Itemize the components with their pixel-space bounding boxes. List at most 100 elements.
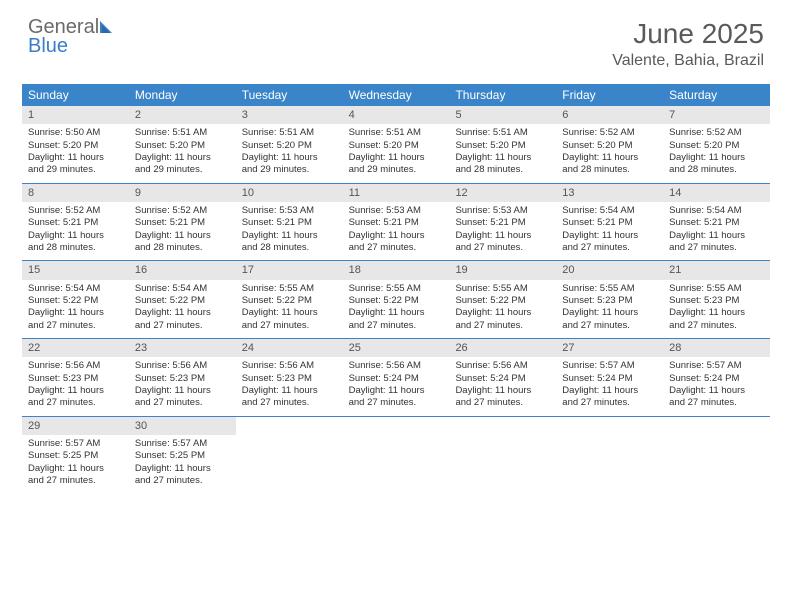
day-line-d2: and 27 minutes. [28,475,123,487]
day-number: 5 [449,106,556,124]
day-number: 29 [22,417,129,435]
day-line-d1: Daylight: 11 hours [242,230,337,242]
day-line-sr: Sunrise: 5:56 AM [242,360,337,372]
day-line-sr: Sunrise: 5:51 AM [455,127,550,139]
day-body: Sunrise: 5:53 AMSunset: 5:21 PMDaylight:… [343,205,450,254]
day-line-d1: Daylight: 11 hours [135,463,230,475]
day-body: Sunrise: 5:56 AMSunset: 5:24 PMDaylight:… [343,360,450,409]
day-cell: 3Sunrise: 5:51 AMSunset: 5:20 PMDaylight… [236,106,343,183]
day-body: Sunrise: 5:57 AMSunset: 5:24 PMDaylight:… [556,360,663,409]
day-line-ss: Sunset: 5:22 PM [349,295,444,307]
day-line-d1: Daylight: 11 hours [349,385,444,397]
day-line-d1: Daylight: 11 hours [135,230,230,242]
day-body: Sunrise: 5:57 AMSunset: 5:24 PMDaylight:… [663,360,770,409]
day-number: 8 [22,184,129,202]
day-cell: 10 Sunrise: 5:53 AMSunset: 5:21 PMDayligh… [236,184,343,261]
day-cell: 29Sunrise: 5:57 AMSunset: 5:25 PMDayligh… [22,417,129,494]
day-line-d1: Daylight: 11 hours [28,385,123,397]
day-line-d2: and 27 minutes. [242,397,337,409]
day-body: Sunrise: 5:51 AMSunset: 5:20 PMDaylight:… [343,127,450,176]
day-number: 24 [236,339,343,357]
day-cell: 5Sunrise: 5:51 AMSunset: 5:20 PMDaylight… [449,106,556,183]
day-body: Sunrise: 5:56 AMSunset: 5:23 PMDaylight:… [129,360,236,409]
day-line-sr: Sunrise: 5:51 AM [135,127,230,139]
day-cell: 24Sunrise: 5:56 AMSunset: 5:23 PMDayligh… [236,339,343,416]
day-line-d2: and 27 minutes. [349,320,444,332]
day-cell: 18Sunrise: 5:55 AMSunset: 5:22 PMDayligh… [343,261,450,338]
day-line-ss: Sunset: 5:20 PM [455,140,550,152]
day-line-sr: Sunrise: 5:57 AM [669,360,764,372]
day-line-sr: Sunrise: 5:55 AM [455,283,550,295]
logo-text: General Blue [28,18,117,55]
day-number: 10 [236,184,343,202]
day-line-sr: Sunrise: 5:57 AM [135,438,230,450]
day-number: 30 [129,417,236,435]
weekday-label: Sunday [22,84,129,106]
day-line-d1: Daylight: 11 hours [562,230,657,242]
day-number: 16 [129,261,236,279]
week-row: 15Sunrise: 5:54 AMSunset: 5:22 PMDayligh… [22,261,770,339]
day-line-d2: and 27 minutes. [28,397,123,409]
logo: General Blue [28,18,117,55]
day-line-sr: Sunrise: 5:54 AM [669,205,764,217]
day-line-sr: Sunrise: 5:53 AM [349,205,444,217]
day-line-d2: and 27 minutes. [669,320,764,332]
empty-cell [556,417,663,494]
day-line-ss: Sunset: 5:21 PM [135,217,230,229]
day-number: 4 [343,106,450,124]
day-line-sr: Sunrise: 5:54 AM [562,205,657,217]
day-line-ss: Sunset: 5:20 PM [669,140,764,152]
day-line-d1: Daylight: 11 hours [669,152,764,164]
day-line-ss: Sunset: 5:24 PM [669,373,764,385]
day-line-ss: Sunset: 5:21 PM [28,217,123,229]
day-line-d1: Daylight: 11 hours [242,152,337,164]
day-cell: 28Sunrise: 5:57 AMSunset: 5:24 PMDayligh… [663,339,770,416]
day-cell: 13Sunrise: 5:54 AMSunset: 5:21 PMDayligh… [556,184,663,261]
day-line-ss: Sunset: 5:22 PM [135,295,230,307]
day-line-ss: Sunset: 5:20 PM [349,140,444,152]
day-line-ss: Sunset: 5:24 PM [349,373,444,385]
day-line-sr: Sunrise: 5:54 AM [135,283,230,295]
day-line-ss: Sunset: 5:23 PM [28,373,123,385]
day-cell: 27Sunrise: 5:57 AMSunset: 5:24 PMDayligh… [556,339,663,416]
day-body: Sunrise: 5:53 AMSunset: 5:21 PMDaylight:… [236,205,343,254]
day-line-d1: Daylight: 11 hours [135,152,230,164]
day-body: Sunrise: 5:56 AMSunset: 5:23 PMDaylight:… [22,360,129,409]
day-body: Sunrise: 5:55 AMSunset: 5:22 PMDaylight:… [236,283,343,332]
day-line-d2: and 27 minutes. [455,320,550,332]
day-line-sr: Sunrise: 5:56 AM [28,360,123,372]
day-cell: 4 Sunrise: 5:51 AMSunset: 5:20 PMDaylight… [343,106,450,183]
day-line-ss: Sunset: 5:21 PM [562,217,657,229]
day-line-d1: Daylight: 11 hours [28,463,123,475]
week-row: 22Sunrise: 5:56 AMSunset: 5:23 PMDayligh… [22,339,770,417]
day-line-d1: Daylight: 11 hours [562,152,657,164]
day-line-d2: and 27 minutes. [349,242,444,254]
day-line-d2: and 28 minutes. [669,164,764,176]
day-line-sr: Sunrise: 5:56 AM [135,360,230,372]
day-line-d2: and 29 minutes. [349,164,444,176]
day-line-d1: Daylight: 11 hours [562,385,657,397]
day-number: 21 [663,261,770,279]
day-body: Sunrise: 5:55 AMSunset: 5:23 PMDaylight:… [663,283,770,332]
day-line-d1: Daylight: 11 hours [455,307,550,319]
title-block: June 2025 Valente, Bahia, Brazil [612,18,764,70]
day-line-sr: Sunrise: 5:52 AM [135,205,230,217]
day-cell: 12Sunrise: 5:53 AMSunset: 5:21 PMDayligh… [449,184,556,261]
day-line-d2: and 28 minutes. [135,242,230,254]
day-line-d1: Daylight: 11 hours [135,385,230,397]
weekday-label: Monday [129,84,236,106]
location: Valente, Bahia, Brazil [612,52,764,70]
day-number: 1 [22,106,129,124]
day-line-sr: Sunrise: 5:51 AM [242,127,337,139]
day-line-d1: Daylight: 11 hours [349,307,444,319]
day-number: 3 [236,106,343,124]
empty-cell [236,417,343,494]
day-body: Sunrise: 5:54 AMSunset: 5:21 PMDaylight:… [663,205,770,254]
day-line-d1: Daylight: 11 hours [669,230,764,242]
day-line-sr: Sunrise: 5:56 AM [349,360,444,372]
day-body: Sunrise: 5:54 AMSunset: 5:21 PMDaylight:… [556,205,663,254]
day-cell: 9Sunrise: 5:52 AMSunset: 5:21 PMDaylight… [129,184,236,261]
day-line-d2: and 27 minutes. [349,397,444,409]
day-cell: 15Sunrise: 5:54 AMSunset: 5:22 PMDayligh… [22,261,129,338]
day-number: 20 [556,261,663,279]
